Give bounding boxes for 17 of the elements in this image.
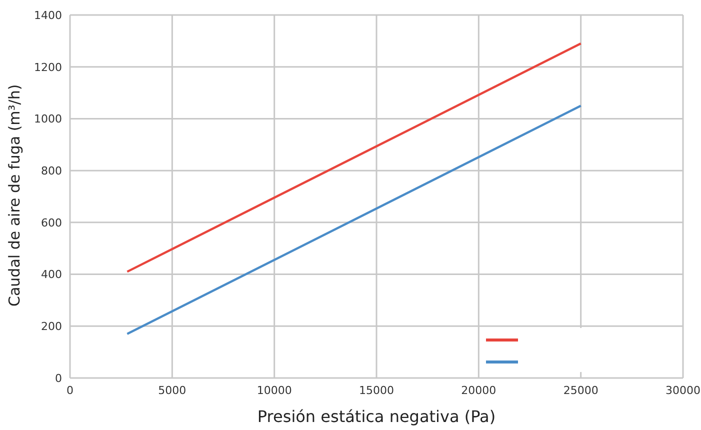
y-tick-label: 200 bbox=[41, 320, 62, 334]
y-tick-label: 600 bbox=[41, 216, 62, 230]
x-tick-label: 0 bbox=[66, 384, 74, 397]
y-tick-label: 400 bbox=[41, 268, 62, 282]
y-tick-label: 0 bbox=[55, 372, 62, 385]
y-tick-label: 1400 bbox=[34, 8, 62, 22]
x-axis-title: Presión estática negativa (Pa) bbox=[257, 407, 496, 426]
y-tick-label: 1200 bbox=[34, 60, 62, 74]
x-tick-label: 25000 bbox=[563, 384, 598, 397]
y-axis-title: Caudal de aire de fuga (m³/h) bbox=[5, 84, 24, 306]
x-tick-label: 10000 bbox=[256, 384, 292, 397]
x-tick-label: 30000 bbox=[666, 384, 700, 397]
x-tick-label: 5000 bbox=[158, 384, 186, 397]
x-tick-label: 15000 bbox=[359, 384, 394, 397]
y-tick-label: 1000 bbox=[34, 112, 62, 126]
x-tick-label: 20000 bbox=[461, 384, 496, 397]
y-tick-label: 800 bbox=[41, 164, 62, 178]
